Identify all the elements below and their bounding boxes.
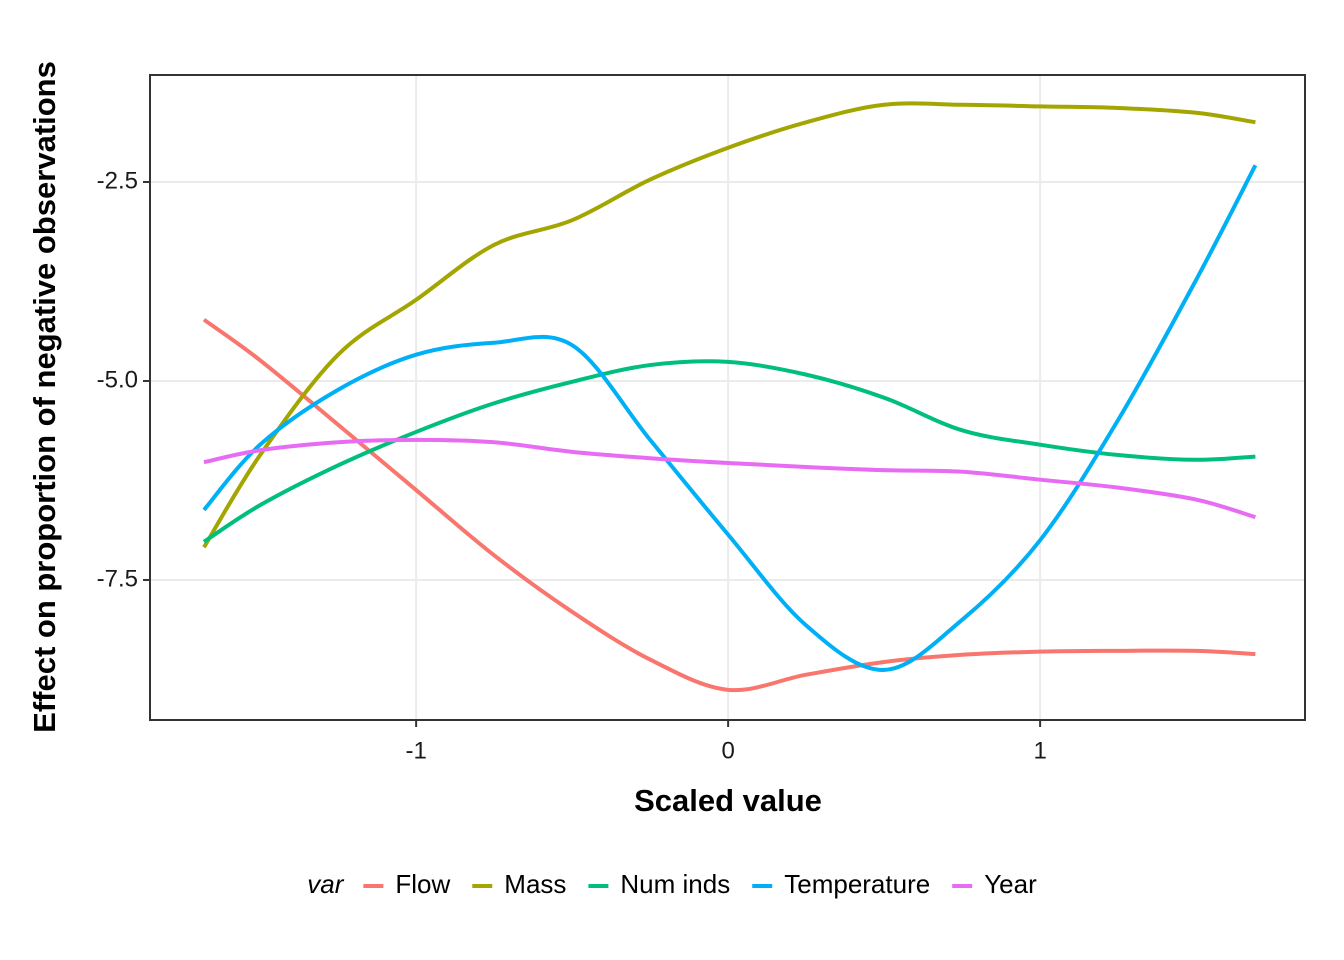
y-axis-title: Effect on proportion of negative observa… xyxy=(27,61,62,733)
series-line xyxy=(202,101,1256,549)
series-line xyxy=(203,437,1256,520)
y-tick-label: -5.0 xyxy=(97,366,138,393)
legend-label: Mass xyxy=(504,869,566,899)
x-axis-title: Scaled value xyxy=(634,783,822,818)
x-tick-label: 1 xyxy=(1033,737,1046,764)
x-tick-label: 0 xyxy=(721,737,734,764)
grid xyxy=(150,75,1305,720)
y-tick-label: -2.5 xyxy=(97,167,138,194)
legend-label: Year xyxy=(984,869,1037,899)
legend-title: var xyxy=(307,869,344,899)
legend-label: Temperature xyxy=(784,869,930,899)
legend-label: Flow xyxy=(395,869,450,899)
plot-lines xyxy=(202,101,1258,693)
series-line xyxy=(202,318,1256,693)
x-tick-label: -1 xyxy=(405,737,426,764)
series-line xyxy=(202,164,1258,672)
y-tick-label: -7.5 xyxy=(97,565,138,592)
legend: var Flow Mass Num inds Temperature Year xyxy=(307,869,1037,899)
series-line xyxy=(202,359,1256,544)
legend-label: Num inds xyxy=(620,869,730,899)
